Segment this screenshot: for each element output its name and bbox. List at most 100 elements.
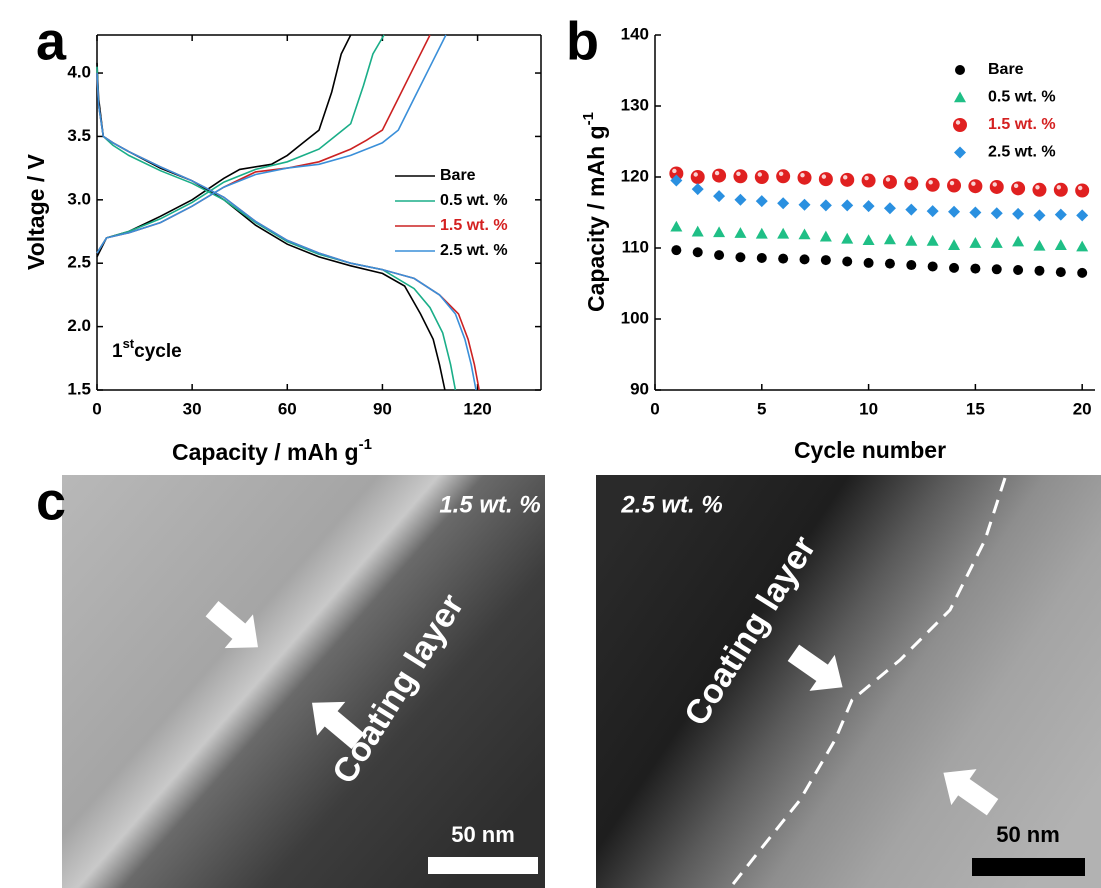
- marker: [1055, 239, 1067, 250]
- x-axis-title-text: Capacity / mAh g: [172, 439, 359, 465]
- marker: [991, 237, 1003, 248]
- marker: [884, 233, 896, 244]
- marker: [755, 170, 769, 184]
- marker: [842, 256, 852, 266]
- x-axis-title-sup: -1: [359, 436, 372, 453]
- x-tick-label: 0: [650, 399, 659, 418]
- marker-highlight: [864, 176, 868, 180]
- legend-label: 0.5 wt. %: [440, 192, 508, 209]
- scale-bar: [428, 857, 538, 874]
- marker: [670, 221, 682, 232]
- marker-highlight: [779, 172, 783, 176]
- marker: [1076, 209, 1088, 221]
- x-tick-label: 120: [463, 399, 491, 418]
- marker-highlight: [956, 120, 960, 124]
- marker: [1034, 266, 1044, 276]
- marker-highlight: [672, 169, 676, 173]
- y-tick-label: 3.0: [67, 189, 91, 208]
- marker-highlight: [822, 174, 826, 178]
- marker: [693, 247, 703, 257]
- marker: [841, 233, 853, 244]
- legend-label: 0.5 wt. %: [988, 89, 1056, 106]
- legend-label: 2.5 wt. %: [988, 144, 1056, 161]
- scale-label: 50 nm: [451, 822, 515, 847]
- marker: [692, 183, 704, 195]
- marker-highlight: [1035, 185, 1039, 189]
- marker: [1012, 236, 1024, 247]
- x-axis-title: Capacity / mAh g-1: [172, 436, 372, 465]
- x-tick-label: 5: [757, 399, 766, 418]
- marker: [969, 237, 981, 248]
- annotation: 1stcycle: [112, 336, 182, 362]
- marker: [992, 264, 1002, 274]
- panel-label: c: [36, 471, 66, 531]
- marker: [692, 226, 704, 237]
- marker: [926, 178, 940, 192]
- y-tick-label: 110: [622, 237, 649, 256]
- marker: [1054, 183, 1068, 197]
- legend-label: 1.5 wt. %: [440, 217, 508, 234]
- marker: [820, 199, 832, 211]
- marker: [691, 170, 705, 184]
- marker-highlight: [928, 180, 932, 184]
- marker-highlight: [1057, 185, 1061, 189]
- marker: [821, 255, 831, 265]
- marker: [777, 197, 789, 209]
- marker: [777, 228, 789, 239]
- image-label: 2.5 wt. %: [620, 491, 722, 518]
- marker: [991, 207, 1003, 219]
- marker: [928, 261, 938, 271]
- marker-highlight: [758, 172, 762, 176]
- x-axis-title-text: Cycle number: [794, 437, 946, 463]
- legend-label: 2.5 wt. %: [440, 242, 508, 259]
- marker: [799, 229, 811, 240]
- marker: [1013, 265, 1023, 275]
- y-tick-label: 100: [621, 308, 649, 327]
- data-line: [97, 35, 476, 390]
- y-tick-label: 3.5: [67, 126, 91, 145]
- x-tick-label: 90: [373, 399, 392, 418]
- marker: [905, 204, 917, 216]
- marker: [714, 250, 724, 260]
- marker: [841, 199, 853, 211]
- data-line: [97, 35, 479, 390]
- panel-label: b: [566, 11, 599, 71]
- legend-marker: [953, 118, 967, 132]
- marker: [800, 254, 810, 264]
- marker: [927, 235, 939, 246]
- annotation-suffix: cycle: [134, 341, 182, 362]
- marker-highlight: [950, 181, 954, 185]
- data-line: [97, 35, 445, 390]
- marker: [734, 227, 746, 238]
- marker: [1032, 183, 1046, 197]
- scale-label: 50 nm: [996, 822, 1060, 847]
- marker-highlight: [736, 172, 740, 176]
- legend-label: 1.5 wt. %: [988, 116, 1056, 133]
- marker: [949, 263, 959, 273]
- y-tick-label: 4.0: [67, 63, 91, 82]
- marker: [905, 235, 917, 246]
- marker: [735, 252, 745, 262]
- marker-highlight: [907, 179, 911, 183]
- annotation-main: 1: [112, 341, 123, 362]
- marker-highlight: [843, 175, 847, 179]
- marker: [990, 180, 1004, 194]
- marker: [968, 179, 982, 193]
- marker: [776, 169, 790, 183]
- y-tick-label: 90: [630, 379, 649, 398]
- y-tick-label: 2.5: [67, 253, 91, 272]
- marker: [864, 258, 874, 268]
- marker: [756, 195, 768, 207]
- y-axis-title: Voltage / V: [23, 153, 49, 270]
- marker: [1075, 183, 1089, 197]
- x-tick-label: 10: [859, 399, 878, 418]
- marker: [713, 190, 725, 202]
- marker: [862, 174, 876, 188]
- marker-highlight: [886, 177, 890, 181]
- x-tick-label: 60: [278, 399, 297, 418]
- x-axis-title: Cycle number: [794, 437, 946, 463]
- marker: [1011, 181, 1025, 195]
- marker: [884, 202, 896, 214]
- marker: [1033, 240, 1045, 251]
- x-tick-label: 30: [183, 399, 202, 418]
